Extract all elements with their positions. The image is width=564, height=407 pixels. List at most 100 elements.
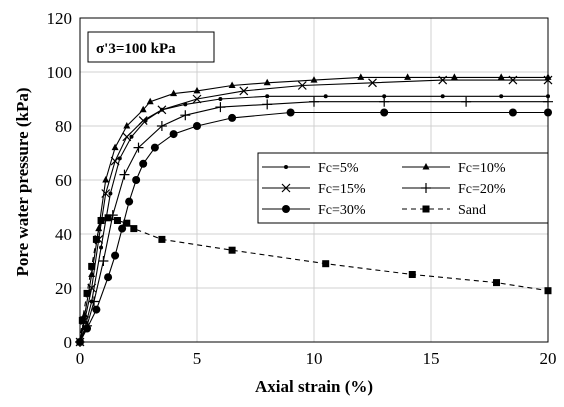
y-tick-label: 0 xyxy=(64,333,73,352)
data-point xyxy=(156,121,167,131)
legend-label: Fc=10% xyxy=(458,161,506,176)
data-point xyxy=(193,122,201,130)
legend-marker xyxy=(282,205,290,213)
data-point xyxy=(380,108,389,117)
data-point xyxy=(129,134,134,139)
data-point xyxy=(111,143,119,151)
data-point xyxy=(192,94,202,104)
legend-marker xyxy=(421,183,431,193)
data-point xyxy=(228,246,236,254)
annotation-box: σ'3=100 kPa xyxy=(87,31,215,63)
data-point xyxy=(157,105,167,115)
annotation-text: σ'3=100 kPa xyxy=(96,41,176,57)
data-point xyxy=(99,245,104,250)
legend: Fc=5% Fc=10% Fc=15% Fc=20% Fc=30% Sand xyxy=(257,152,549,224)
data-point xyxy=(310,76,318,83)
data-point xyxy=(450,73,458,80)
data-point xyxy=(122,132,132,142)
series-fc-10 xyxy=(76,73,552,345)
series-line-sand xyxy=(79,217,549,343)
data-point xyxy=(123,219,131,227)
series-fc-20 xyxy=(75,96,553,347)
data-point xyxy=(104,273,113,282)
data-point xyxy=(83,324,92,333)
data-point xyxy=(499,94,504,99)
data-point xyxy=(78,316,86,324)
data-point xyxy=(110,156,120,166)
legend-label: Fc=30% xyxy=(318,203,366,218)
legend-marker xyxy=(281,183,291,193)
data-point xyxy=(239,86,249,96)
tick-labels: 0 20 40 60 80 100 120 0 5 10 15 20 xyxy=(47,9,557,368)
data-point xyxy=(543,96,553,107)
data-point xyxy=(111,251,120,260)
data-point xyxy=(544,73,552,80)
data-point xyxy=(263,78,271,86)
data-point xyxy=(497,73,505,80)
data-point xyxy=(89,296,100,307)
data-point xyxy=(543,75,553,85)
data-point xyxy=(123,122,131,129)
y-tick-label: 120 xyxy=(47,9,73,28)
x-tick-label: 0 xyxy=(76,349,85,368)
legend-label: Fc=5% xyxy=(318,161,359,176)
y-tick-label: 100 xyxy=(47,63,73,82)
data-point xyxy=(102,176,110,183)
data-point xyxy=(322,260,330,268)
legend-entry: Sand xyxy=(402,203,486,218)
data-point xyxy=(83,289,91,297)
data-point xyxy=(357,73,365,80)
series-layer xyxy=(75,73,553,347)
data-point xyxy=(265,94,270,99)
data-point xyxy=(97,217,105,224)
data-point xyxy=(125,197,134,206)
data-point xyxy=(379,96,390,107)
data-point xyxy=(193,86,201,94)
data-point xyxy=(228,113,237,122)
legend-marker xyxy=(422,205,430,213)
y-tick-label: 80 xyxy=(55,117,72,136)
data-point xyxy=(323,94,328,99)
legend-entry: Fc=20% xyxy=(402,182,506,197)
legend-entry: Fc=10% xyxy=(402,161,506,176)
data-point xyxy=(158,235,166,243)
data-point xyxy=(81,311,89,318)
data-point xyxy=(440,94,445,99)
legend-label: Fc=20% xyxy=(458,182,506,197)
legend-marker xyxy=(422,163,430,170)
data-point xyxy=(92,235,100,243)
y-tick-label: 40 xyxy=(55,225,72,244)
x-tick-label: 20 xyxy=(540,349,557,368)
data-point xyxy=(146,97,154,105)
x-axis-title: Axial strain (%) xyxy=(255,377,373,396)
data-point xyxy=(544,287,552,295)
data-point xyxy=(113,217,121,224)
data-point xyxy=(138,116,148,126)
data-point xyxy=(262,99,273,110)
data-point xyxy=(180,110,191,121)
data-point xyxy=(170,89,178,97)
data-point xyxy=(546,94,550,99)
data-point xyxy=(286,108,295,117)
data-point xyxy=(101,189,111,198)
y-tick-label: 20 xyxy=(55,279,72,298)
data-point xyxy=(493,279,501,287)
data-point xyxy=(132,176,141,184)
data-point xyxy=(297,81,307,90)
data-point xyxy=(544,108,552,117)
data-point xyxy=(508,108,517,117)
data-point xyxy=(508,75,518,85)
data-point xyxy=(139,105,147,113)
legend-label: Fc=15% xyxy=(318,182,366,197)
series-fc-30 xyxy=(76,108,552,346)
legend-entry: Fc=30% xyxy=(262,203,366,218)
data-point xyxy=(228,81,236,88)
data-point xyxy=(88,262,96,270)
x-tick-label: 10 xyxy=(306,349,323,368)
data-point xyxy=(382,94,387,99)
data-point xyxy=(309,96,319,107)
data-point xyxy=(169,130,178,139)
x-tick-label: 15 xyxy=(423,349,440,368)
data-point xyxy=(119,169,130,180)
